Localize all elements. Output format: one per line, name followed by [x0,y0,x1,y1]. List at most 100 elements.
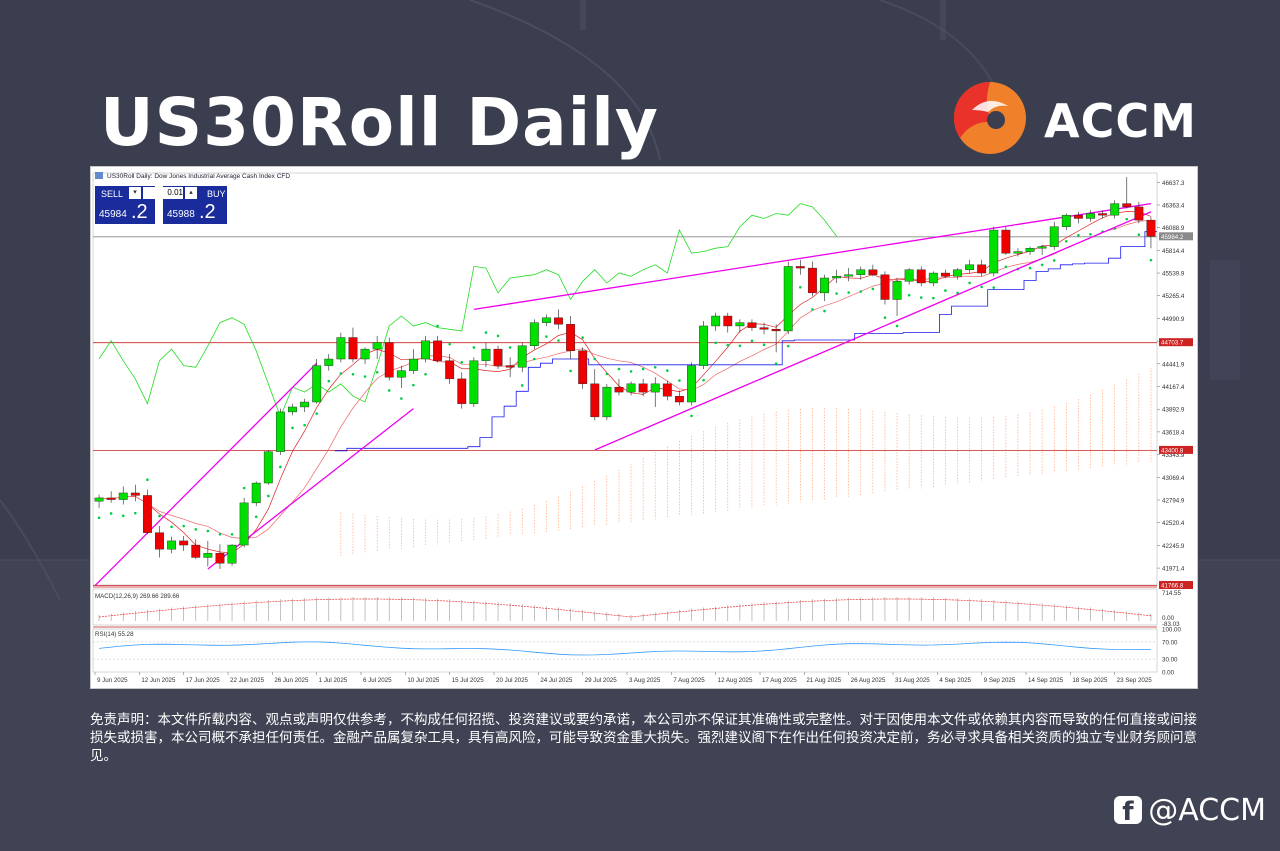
sar-dot [786,344,790,348]
sar-dot [1040,263,1044,267]
sar-dot [508,346,512,349]
candle-body [1025,248,1035,252]
sar-dot [1028,266,1032,270]
price-tick-label: 43069.4 [1162,475,1185,482]
candle-body [360,348,370,360]
sar-dot [859,290,863,293]
sar-dot [726,343,730,347]
date-tick-label: 9 Sep 2025 [984,677,1016,684]
candle-body [191,544,201,558]
sar-dot [762,343,766,347]
price-tick-label: 42245.9 [1162,543,1185,550]
sar-dot [835,292,838,295]
candle-body [517,345,527,368]
price-tick-label: 44441.9 [1162,361,1185,368]
candle-body [892,281,902,300]
candle-body [469,360,479,404]
sar-dot [327,379,331,383]
sar-dot [1052,259,1056,262]
candle-body [1073,214,1083,219]
date-tick-label: 7 Aug 2025 [673,677,705,684]
sar-dot [557,339,560,342]
date-tick-label: 26 Jun 2025 [274,677,309,684]
candle-body [916,269,926,284]
price-tick-label: 46088.9 [1162,225,1185,232]
sar-dot [351,372,355,376]
candle-body [1061,214,1071,227]
date-tick-label: 31 Aug 2025 [895,677,930,684]
ichimoku-cloud [340,367,1152,556]
sar-dot [666,369,669,372]
sar-dot [146,478,149,482]
sell-button-label[interactable]: SELL [101,189,124,199]
candle-body [1086,213,1095,219]
candle-body [312,365,322,403]
sar-dot [1089,233,1092,236]
sar-dot [774,362,778,365]
sar-dot [1004,265,1008,269]
sell-price-frac: .2 [131,201,148,223]
candle-body [940,272,950,277]
candle-body [856,269,866,275]
candle-body [215,553,225,564]
macd-tick-label: 0.00 [1162,615,1175,622]
date-tick-label: 17 Jun 2025 [186,677,221,684]
lot-input[interactable]: 0.01 [143,187,183,199]
sar-dot [641,367,645,371]
candle-body [590,383,600,418]
candle-body [445,360,455,380]
candle-body [1146,219,1156,237]
candle-body [711,315,721,327]
sar-dot [569,369,572,373]
date-tick-label: 29 Jul 2025 [585,677,618,684]
facebook-icon: f [1114,796,1143,827]
candle-body [566,324,576,351]
buy-button-label[interactable]: BUY [207,189,226,199]
sar-dot [533,357,536,361]
candle-body [408,358,418,371]
price-label-value: 45984.2 [1161,234,1184,241]
candle-body [989,229,999,274]
candle-body [771,329,781,332]
candle-body [614,386,624,393]
sar-dot [291,426,294,430]
brand-logo: ACCM [952,80,1196,156]
candle-body [832,276,842,279]
candle-body [457,378,467,404]
sell-price-main: 45984 [99,209,127,220]
lot-down-icon[interactable]: ▾ [129,187,141,199]
sar-dot [714,341,717,345]
sar-dot [593,357,597,361]
sar-dot [883,316,887,319]
one-click-trading-panel: SELL BUY ▾ 0.01 ▴ 45984 .2 45988 .2 [95,186,227,224]
candle-body [106,497,116,500]
macd-pane-frame [92,588,1158,626]
sar-dot [218,533,222,536]
sar-dot [520,384,524,387]
sar-dot [968,281,971,285]
candle-body [421,340,430,360]
sar-dot [1137,233,1141,236]
sar-dot [811,308,814,311]
candle-body [541,317,551,323]
date-tick-label: 9 Jun 2025 [97,677,128,684]
date-tick-label: 10 Jul 2025 [407,677,440,684]
price-tick-label: 45265.4 [1162,293,1185,300]
sar-dot [1077,234,1080,237]
sar-dot [496,334,500,338]
candle-body [977,264,987,274]
price-tick-label: 46637.3 [1162,180,1185,187]
sar-dot [182,524,185,528]
lot-up-icon[interactable]: ▴ [185,187,197,199]
candle-body [263,451,273,484]
candle-body [288,406,297,413]
price-tick-label: 41971.4 [1162,566,1185,573]
ma-fast-line [98,211,1152,554]
candle-body [638,383,648,393]
candle-body [396,370,406,378]
sar-dot [1065,239,1068,243]
sar-dot [303,423,306,427]
candle-body [783,266,793,332]
rsi-tick-label: 30.00 [1162,657,1178,664]
price-label-box [1159,338,1193,347]
